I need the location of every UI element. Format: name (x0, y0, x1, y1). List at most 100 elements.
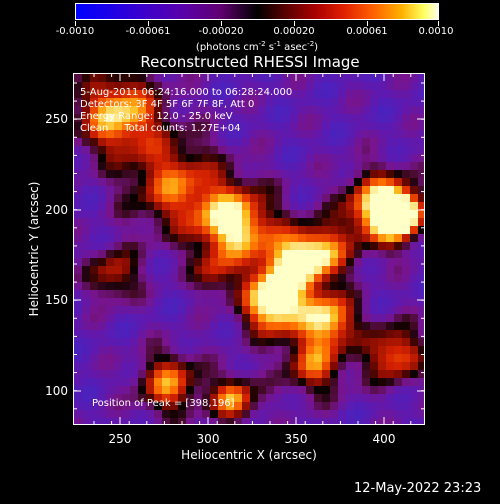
image-pixel (202, 338, 211, 347)
image-pixel (330, 210, 339, 219)
image-pixel (82, 314, 91, 323)
image-pixel (170, 418, 179, 424)
image-pixel (274, 226, 283, 235)
image-pixel (114, 242, 123, 251)
image-pixel (274, 162, 283, 171)
image-pixel (346, 226, 355, 235)
image-pixel (338, 122, 347, 131)
image-pixel (98, 314, 107, 323)
image-pixel (154, 178, 163, 187)
image-pixel (130, 378, 139, 387)
image-pixel (234, 170, 243, 179)
image-pixel (130, 210, 139, 219)
image-pixel (370, 338, 379, 347)
image-pixel (106, 378, 115, 387)
image-pixel (378, 114, 387, 123)
image-pixel (394, 250, 403, 259)
image-pixel (386, 282, 395, 291)
image-pixel (290, 162, 299, 171)
image-pixel (106, 402, 115, 411)
image-pixel (290, 370, 299, 379)
image-pixel (378, 290, 387, 299)
image-pixel (274, 170, 283, 179)
image-pixel (186, 162, 195, 171)
image-pixel (282, 266, 291, 275)
image-pixel (170, 242, 179, 251)
image-pixel (274, 306, 283, 315)
image-pixel (378, 314, 387, 323)
image-pixel (106, 354, 115, 363)
image-pixel (74, 386, 83, 395)
image-pixel (242, 202, 251, 211)
image-pixel (266, 210, 275, 219)
image-pixel (242, 330, 251, 339)
image-pixel (130, 362, 139, 371)
image-pixel (202, 346, 211, 355)
image-pixel (386, 234, 395, 243)
image-pixel (74, 322, 83, 331)
image-pixel (322, 242, 331, 251)
image-pixel (202, 410, 211, 419)
image-pixel (410, 306, 419, 315)
image-pixel (314, 130, 323, 139)
image-pixel (314, 306, 323, 315)
image-pixel (306, 290, 315, 299)
image-pixel (226, 282, 235, 291)
image-pixel (114, 202, 123, 211)
image-pixel (202, 274, 211, 283)
image-pixel (314, 362, 323, 371)
image-pixel (170, 178, 179, 187)
image-pixel (410, 90, 419, 99)
image-pixel (346, 346, 355, 355)
image-pixel (98, 298, 107, 307)
image-pixel (138, 114, 147, 123)
image-pixel (370, 90, 379, 99)
image-pixel (202, 82, 211, 91)
image-pixel (114, 114, 123, 123)
image-pixel (410, 258, 419, 267)
image-pixel (330, 274, 339, 283)
image-pixel (338, 138, 347, 147)
image-pixel (210, 338, 219, 347)
image-pixel (370, 202, 379, 211)
image-pixel (362, 242, 371, 251)
image-pixel (210, 322, 219, 331)
image-pixel (250, 370, 259, 379)
image-pixel (362, 122, 371, 131)
image-pixel (194, 306, 203, 315)
image-pixel (186, 322, 195, 331)
image-pixel (146, 162, 155, 171)
image-pixel (186, 314, 195, 323)
image-pixel (306, 226, 315, 235)
image-pixel (378, 234, 387, 243)
image-pixel (74, 394, 83, 403)
image-pixel (370, 210, 379, 219)
image-pixel (210, 178, 219, 187)
image-pixel (250, 378, 259, 387)
image-pixel (226, 210, 235, 219)
image-pixel (122, 138, 131, 147)
image-pixel (266, 266, 275, 275)
image-pixel (138, 218, 147, 227)
image-pixel (402, 226, 411, 235)
image-pixel (298, 306, 307, 315)
image-pixel (418, 146, 424, 155)
image-pixel (306, 186, 315, 195)
image-pixel (218, 394, 227, 403)
image-pixel (106, 338, 115, 347)
image-pixel (234, 138, 243, 147)
image-pixel (418, 386, 424, 395)
image-pixel (258, 154, 267, 163)
image-pixel (210, 274, 219, 283)
image-pixel (418, 82, 424, 91)
image-pixel (226, 82, 235, 91)
image-pixel (394, 178, 403, 187)
image-pixel (74, 418, 83, 424)
image-pixel (274, 154, 283, 163)
image-pixel (402, 378, 411, 387)
image-pixel (346, 146, 355, 155)
image-pixel (178, 386, 187, 395)
image-pixel (122, 210, 131, 219)
image-pixel (122, 306, 131, 315)
image-pixel (154, 122, 163, 131)
